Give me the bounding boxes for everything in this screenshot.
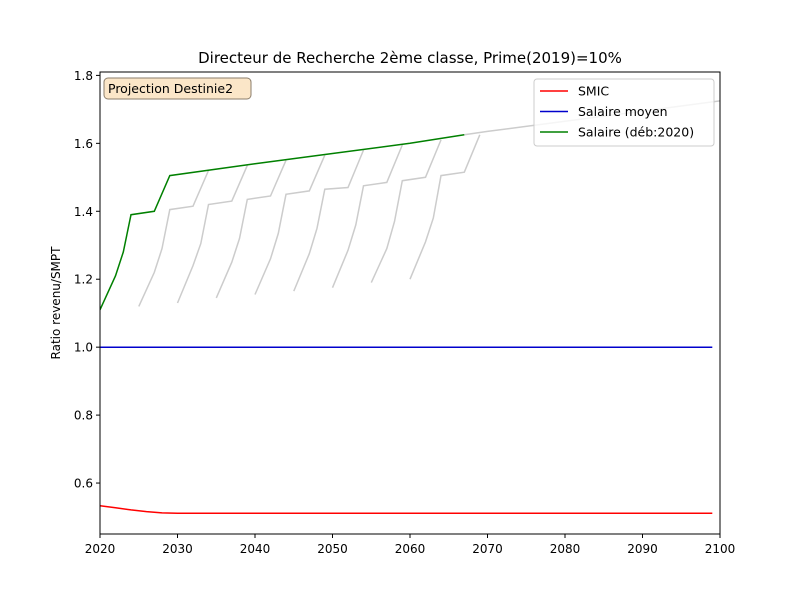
y-tick-label: 0.8 xyxy=(74,409,93,423)
series-line-3 xyxy=(100,134,465,311)
background-line-1 xyxy=(138,170,210,307)
background-line-4 xyxy=(254,154,326,295)
y-tick-label: 1.6 xyxy=(74,137,93,151)
x-tick-label: 2030 xyxy=(162,542,193,556)
x-tick-label: 2060 xyxy=(395,542,426,556)
legend-label-1: SMIC xyxy=(578,84,609,99)
y-tick-label: 1.0 xyxy=(74,341,93,355)
chart-title: Directeur de Recherche 2ème classe, Prim… xyxy=(198,49,622,67)
background-line-3 xyxy=(215,160,287,299)
x-tick-label: 2080 xyxy=(550,542,581,556)
legend-label-3: Salaire (déb:2020) xyxy=(578,125,694,140)
legend-label-2: Salaire moyen xyxy=(578,104,668,119)
legend: SMIC Salaire moyen Salaire (déb:2020) xyxy=(533,78,715,147)
background-line-6 xyxy=(331,144,403,288)
x-tick-label: 2040 xyxy=(240,542,271,556)
legend-frame xyxy=(533,78,715,147)
x-axis-ticks: 2020 2030 2040 2050 2060 2070 2080 2090 2100 xyxy=(85,534,736,556)
y-axis-label: Ratio revenu/SMPT xyxy=(49,246,63,360)
y-tick-label: 0.6 xyxy=(74,477,93,491)
x-tick-label: 2100 xyxy=(705,542,736,556)
y-tick-label: 1.2 xyxy=(74,273,93,287)
background-line-8 xyxy=(409,134,481,280)
x-tick-label: 2070 xyxy=(472,542,503,556)
x-tick-label: 2050 xyxy=(317,542,348,556)
y-tick-label: 1.4 xyxy=(74,205,93,219)
background-line-7 xyxy=(370,139,442,283)
background-line-5 xyxy=(293,149,365,292)
y-axis-ticks: 0.6 0.8 1.0 1.2 1.4 1.6 1.8 xyxy=(74,69,100,491)
annotation-text: Projection Destinie2 xyxy=(108,81,233,96)
series-line-1 xyxy=(100,505,713,515)
y-tick-label: 1.8 xyxy=(74,69,93,83)
x-tick-label: 2090 xyxy=(627,542,658,556)
x-tick-label: 2020 xyxy=(85,542,116,556)
projection-annotation: Projection Destinie2 xyxy=(103,77,252,100)
background-line-2 xyxy=(176,165,248,304)
annotation-box xyxy=(103,77,252,100)
series-lines xyxy=(100,134,713,515)
